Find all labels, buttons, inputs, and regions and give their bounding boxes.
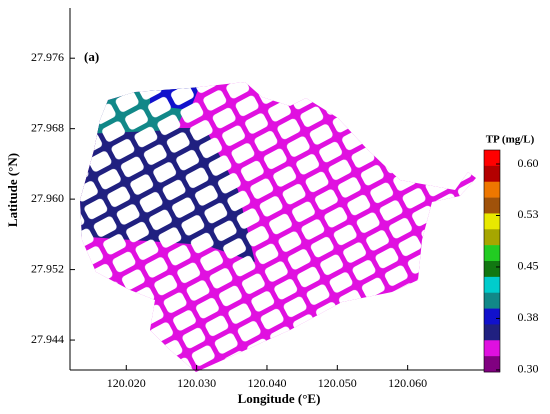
network-cells <box>80 82 476 372</box>
colorbar-swatch <box>484 356 500 373</box>
x-tick-label: 120.030 <box>177 376 216 390</box>
colorbar-swatch <box>484 181 500 198</box>
y-tick-label: 27.960 <box>31 191 64 205</box>
colorbar-tick-label: 0.60 <box>518 156 539 170</box>
colorbar-swatch <box>484 261 500 278</box>
colorbar-swatch <box>484 165 500 183</box>
y-tick-label: 27.968 <box>31 120 64 134</box>
colorbar-swatch <box>484 213 500 230</box>
y-tick-label: 27.976 <box>31 50 64 64</box>
river-network <box>80 82 476 372</box>
colorbar-swatch <box>484 197 500 214</box>
colorbar-swatch <box>484 245 500 262</box>
colorbar-swatch <box>484 150 500 167</box>
colorbar-tick-label: 0.45 <box>518 259 539 273</box>
colorbar-title: TP (mg/L) <box>486 134 535 146</box>
colorbar-swatch <box>484 340 500 357</box>
colorbar-tick-label: 0.30 <box>518 362 539 376</box>
x-tick-label: 120.040 <box>247 376 286 390</box>
colorbar-tick-label: 0.38 <box>518 310 539 324</box>
panel-label: (a) <box>84 49 99 64</box>
colorbar-frame <box>483 149 501 373</box>
x-axis-label: Longitude (°E) <box>238 391 321 406</box>
x-tick-label: 120.020 <box>107 376 146 390</box>
colorbar-tick-label: 0.53 <box>518 207 539 221</box>
colorbar-swatch <box>484 324 500 341</box>
x-tick-label: 120.050 <box>318 376 357 390</box>
y-tick-label: 27.952 <box>31 261 64 275</box>
x-tick-label: 120.060 <box>388 376 427 390</box>
y-tick-label: 27.944 <box>31 332 64 346</box>
colorbar-swatch <box>484 292 500 309</box>
colorbar-swatch <box>484 276 500 294</box>
y-axis-label: Latitude (°N) <box>5 153 20 227</box>
colorbar-swatch <box>484 308 500 325</box>
colorbar-swatch <box>484 229 500 246</box>
